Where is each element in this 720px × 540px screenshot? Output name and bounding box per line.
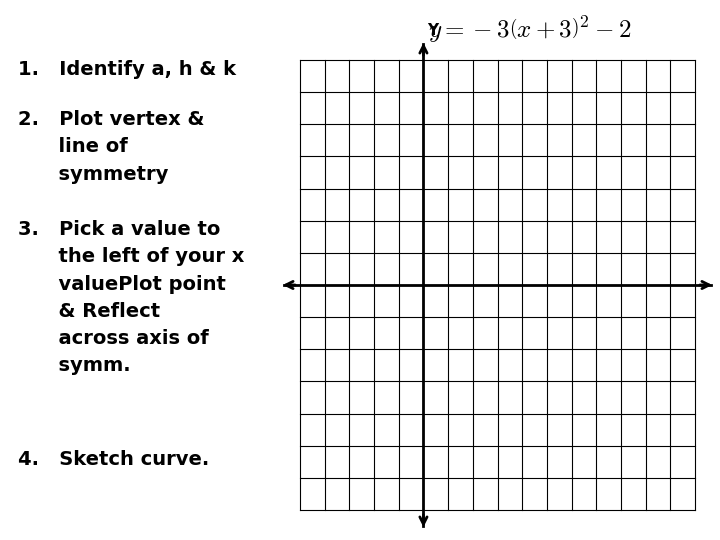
Text: $y = -3\left(x+3\right)^{2} - 2$: $y = -3\left(x+3\right)^{2} - 2$: [428, 15, 632, 45]
Text: 1.   Identify a, h & k: 1. Identify a, h & k: [18, 60, 236, 79]
Text: 3.   Pick a value to
      the left of your x
      valuePlot point
      & Refl: 3. Pick a value to the left of your x va…: [18, 220, 244, 375]
Text: Y: Y: [428, 23, 438, 38]
Text: 4.   Sketch curve.: 4. Sketch curve.: [18, 450, 210, 469]
Text: 2.   Plot vertex &
      line of
      symmetry: 2. Plot vertex & line of symmetry: [18, 110, 204, 184]
